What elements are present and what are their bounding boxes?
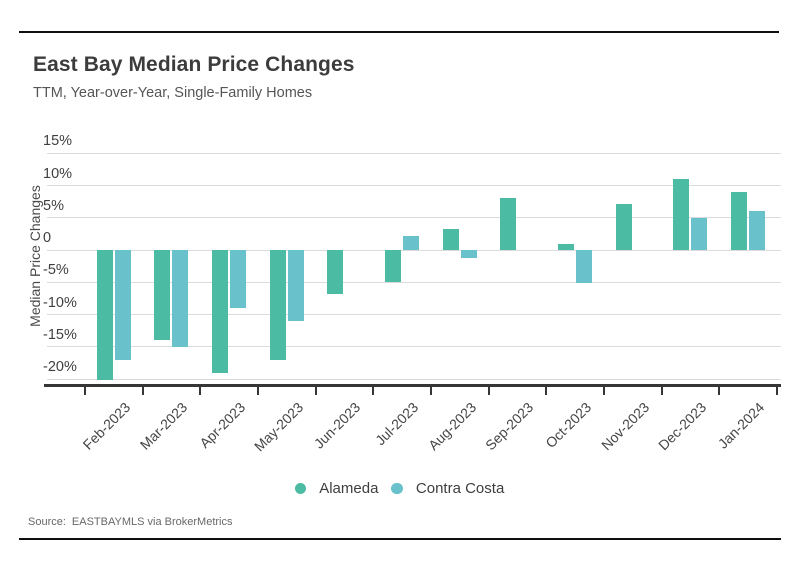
bar-alameda-dec-2023	[673, 179, 690, 250]
gridline	[47, 281, 781, 283]
gridline	[47, 217, 781, 219]
gridline	[47, 152, 781, 154]
y-tick-label: -20%	[43, 359, 77, 375]
x-axis-line	[44, 383, 781, 387]
x-axis-tick	[84, 385, 86, 395]
bar-alameda-aug-2023	[442, 229, 459, 250]
bottom-divider	[19, 538, 781, 540]
gridline	[47, 185, 781, 186]
y-tick-label: -5%	[43, 262, 69, 279]
chart-subtitle: TTM, Year-over-Year, Single-Family Homes	[33, 85, 313, 101]
bar-contra-costa-apr-2023	[230, 250, 247, 309]
legend-item-contra-costa: Contra Costa	[391, 480, 504, 497]
x-axis-tick	[603, 385, 605, 395]
bar-alameda-nov-2023	[615, 204, 632, 250]
x-axis-tick	[487, 385, 490, 395]
x-axis-tick	[372, 385, 375, 395]
x-axis-tick	[199, 385, 202, 395]
y-tick-label: -15%	[43, 326, 77, 343]
x-axis-tick	[430, 385, 432, 395]
x-axis-tick	[776, 385, 778, 395]
bar-alameda-jan-2024	[731, 191, 748, 250]
y-tick-label: 0	[43, 230, 52, 246]
y-tick-label: 10%	[43, 165, 73, 182]
top-divider	[19, 31, 779, 33]
y-tick-label: 15%	[43, 133, 73, 150]
legend-label: Alameda	[319, 480, 379, 497]
bar-contra-costa-jul-2023	[403, 236, 420, 250]
legend-label: Contra Costa	[415, 480, 505, 497]
source-note: Source: EASTBAYMLS via BrokerMetrics	[28, 516, 232, 528]
bar-alameda-may-2023	[269, 250, 286, 360]
bar-contra-costa-aug-2023	[460, 250, 477, 259]
legend: Alameda Contra Costa	[0, 480, 799, 497]
bar-contra-costa-mar-2023	[172, 250, 189, 348]
y-axis-title: Median Price Changes	[27, 185, 43, 327]
bar-alameda-feb-2023	[96, 250, 113, 380]
bar-alameda-mar-2023	[154, 250, 171, 341]
x-axis-tick	[141, 385, 144, 395]
legend-swatch-icon	[391, 482, 403, 495]
gridline	[47, 249, 781, 251]
x-axis-tick	[314, 385, 317, 395]
gridline	[47, 346, 781, 348]
x-axis-tick	[718, 385, 721, 395]
y-tick-label: -10%	[43, 294, 77, 311]
gridline	[47, 378, 781, 380]
legend-item-alameda: Alameda	[294, 480, 379, 497]
x-axis-tick	[257, 385, 259, 395]
bar-alameda-apr-2023	[212, 250, 229, 374]
y-tick-label: 5%	[43, 197, 64, 214]
x-axis-tick	[545, 385, 548, 395]
source-label: Source:	[28, 516, 66, 528]
bar-alameda-sep-2023	[500, 197, 517, 250]
source-text: EASTBAYMLS via BrokerMetrics	[71, 516, 233, 528]
bar-contra-costa-jan-2024	[749, 211, 766, 250]
bar-contra-costa-dec-2023	[691, 217, 708, 250]
bar-contra-costa-may-2023	[287, 250, 304, 321]
bar-contra-costa-oct-2023	[576, 250, 593, 283]
chart-title: East Bay Median Price Changes	[33, 53, 355, 76]
bar-alameda-oct-2023	[558, 243, 575, 250]
gridline	[47, 314, 781, 315]
x-axis-tick	[660, 385, 663, 395]
legend-swatch-icon	[294, 482, 307, 495]
bar-contra-costa-feb-2023	[114, 250, 131, 360]
bar-alameda-jul-2023	[385, 250, 402, 283]
bar-alameda-jun-2023	[327, 250, 344, 294]
